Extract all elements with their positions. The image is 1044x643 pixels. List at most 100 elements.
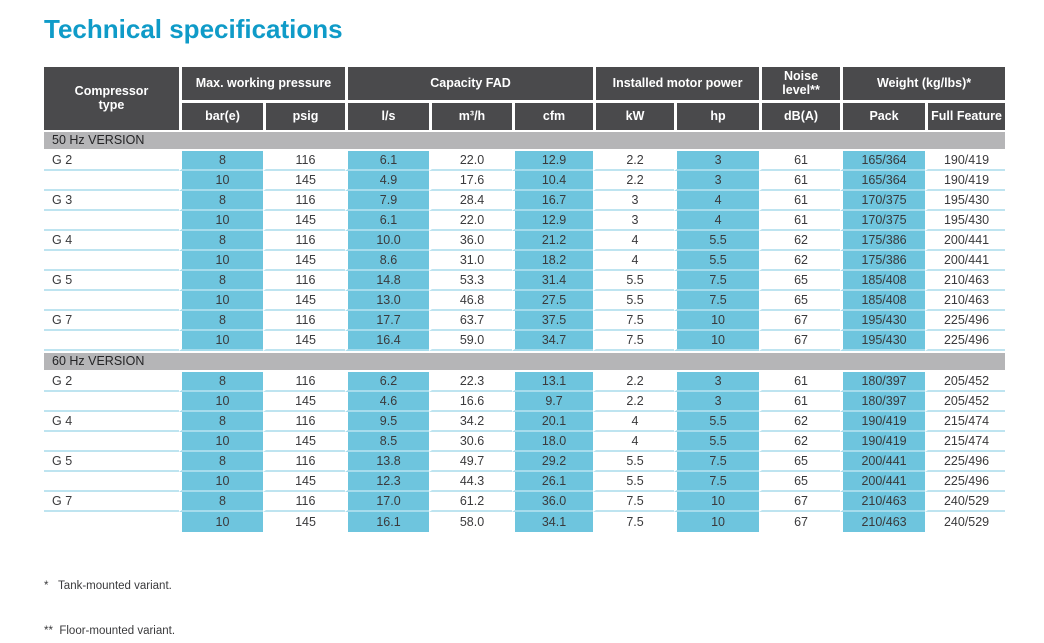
cell-pack: 175/386 (840, 230, 926, 251)
cell-db-a: 67 (759, 310, 841, 331)
cell-m3-per-h: 22.3 (429, 371, 512, 392)
cell-kw: 4 (593, 250, 675, 271)
cell-db-a: 65 (759, 290, 841, 311)
cell-bar-e: 8 (179, 491, 263, 512)
spec-row: 10 145 16.4 59.0 34.7 7.5 10 67 195/430 225/496 (44, 330, 1006, 351)
cell-compressor-type (44, 290, 179, 311)
cell-compressor-type (44, 250, 179, 271)
cell-pack: 195/430 (840, 330, 926, 351)
cell-pack: 170/375 (840, 190, 926, 211)
cell-db-a: 67 (759, 491, 841, 512)
cell-m3-per-h: 28.4 (429, 190, 512, 211)
cell-pack: 190/419 (840, 411, 926, 432)
cell-psig: 145 (263, 290, 345, 311)
cell-full-feature: 195/430 (925, 210, 1006, 231)
cell-full-feature: 200/441 (925, 250, 1006, 271)
group-header-noise-level: Noise level** (759, 67, 841, 103)
cell-pack: 200/441 (840, 471, 926, 492)
cell-bar-e: 8 (179, 310, 263, 331)
cell-full-feature: 200/441 (925, 230, 1006, 251)
spec-row: G 4 8 116 10.0 36.0 21.2 4 5.5 62 175/386 200/441 (44, 230, 1006, 251)
spec-row: 10 145 8.6 31.0 18.2 4 5.5 62 175/386 200/441 (44, 250, 1006, 271)
cell-hp: 3 (674, 170, 760, 191)
cell-pack: 185/408 (840, 270, 926, 291)
cell-m3-per-h: 34.2 (429, 411, 512, 432)
page-title: Technical specifications (44, 14, 343, 44)
cell-kw: 5.5 (593, 290, 675, 311)
cell-compressor-type: G 7 (44, 310, 179, 331)
cell-db-a: 61 (759, 170, 841, 191)
cell-hp: 3 (674, 391, 760, 412)
column-header-bar-e: bar(e) (179, 102, 263, 130)
cell-hp: 7.5 (674, 471, 760, 492)
cell-compressor-type: G 5 (44, 270, 179, 291)
cell-hp: 10 (674, 491, 760, 512)
cell-pack: 170/375 (840, 210, 926, 231)
spec-row: 10 145 13.0 46.8 27.5 5.5 7.5 65 185/408 210/463 (44, 290, 1006, 311)
cell-compressor-type (44, 431, 179, 452)
cell-full-feature: 190/419 (925, 170, 1006, 191)
cell-kw: 2.2 (593, 391, 675, 412)
cell-bar-e: 10 (179, 290, 263, 311)
cell-full-feature: 240/529 (925, 511, 1006, 532)
section-row: 60 Hz VERSION (44, 350, 1006, 372)
cell-kw: 4 (593, 230, 675, 251)
cell-hp: 7.5 (674, 270, 760, 291)
cell-l-per-s: 13.0 (345, 290, 429, 311)
column-header-cfm: cfm (512, 102, 594, 130)
cell-kw: 2.2 (593, 371, 675, 392)
column-header-psig: psig (263, 102, 345, 130)
cell-full-feature: 215/474 (925, 431, 1006, 452)
cell-psig: 145 (263, 250, 345, 271)
cell-db-a: 61 (759, 210, 841, 231)
cell-bar-e: 10 (179, 330, 263, 351)
cell-psig: 145 (263, 391, 345, 412)
table-header: Compressor type Max. working pressure Ca… (44, 67, 1006, 130)
cell-cfm: 34.1 (512, 511, 594, 532)
cell-psig: 116 (263, 451, 345, 472)
cell-psig: 116 (263, 270, 345, 291)
cell-compressor-type: G 2 (44, 150, 179, 171)
cell-full-feature: 215/474 (925, 411, 1006, 432)
cell-full-feature: 225/496 (925, 451, 1006, 472)
column-header-kw: kW (593, 102, 675, 130)
cell-m3-per-h: 59.0 (429, 330, 512, 351)
cell-cfm: 18.0 (512, 431, 594, 452)
cell-bar-e: 10 (179, 250, 263, 271)
cell-db-a: 61 (759, 371, 841, 392)
cell-l-per-s: 6.1 (345, 210, 429, 231)
spec-row: 10 145 12.3 44.3 26.1 5.5 7.5 65 200/441 225/496 (44, 471, 1006, 492)
column-header-l-per-s: l/s (345, 102, 429, 130)
cell-hp: 3 (674, 150, 760, 171)
cell-hp: 3 (674, 371, 760, 392)
cell-compressor-type: G 4 (44, 230, 179, 251)
cell-pack: 180/397 (840, 391, 926, 412)
cell-m3-per-h: 53.3 (429, 270, 512, 291)
cell-bar-e: 10 (179, 210, 263, 231)
cell-full-feature: 225/496 (925, 330, 1006, 351)
cell-kw: 5.5 (593, 270, 675, 291)
cell-cfm: 34.7 (512, 330, 594, 351)
spec-row: G 2 8 116 6.2 22.3 13.1 2.2 3 61 180/397 205/452 (44, 371, 1006, 392)
cell-hp: 7.5 (674, 451, 760, 472)
cell-hp: 10 (674, 310, 760, 331)
spec-row: 10 145 6.1 22.0 12.9 3 4 61 170/375 195/430 (44, 210, 1006, 231)
spec-row: G 5 8 116 13.8 49.7 29.2 5.5 7.5 65 200/441 225/49… (44, 451, 1006, 472)
cell-pack: 195/430 (840, 310, 926, 331)
cell-bar-e: 8 (179, 230, 263, 251)
cell-hp: 4 (674, 190, 760, 211)
cell-bar-e: 8 (179, 411, 263, 432)
cell-db-a: 62 (759, 431, 841, 452)
spec-row: 10 145 4.9 17.6 10.4 2.2 3 61 165/364 190/419 (44, 170, 1006, 191)
cell-pack: 200/441 (840, 451, 926, 472)
cell-cfm: 10.4 (512, 170, 594, 191)
cell-m3-per-h: 49.7 (429, 451, 512, 472)
cell-pack: 190/419 (840, 431, 926, 452)
section-label: 60 Hz VERSION (44, 350, 1006, 372)
cell-pack: 185/408 (840, 290, 926, 311)
cell-db-a: 65 (759, 451, 841, 472)
spec-row: G 7 8 116 17.0 61.2 36.0 7.5 10 67 210/463 240/529 (44, 491, 1006, 512)
spec-row: 10 145 16.1 58.0 34.1 7.5 10 67 210/463 240/529 (44, 511, 1006, 532)
cell-full-feature: 210/463 (925, 290, 1006, 311)
cell-db-a: 67 (759, 511, 841, 532)
